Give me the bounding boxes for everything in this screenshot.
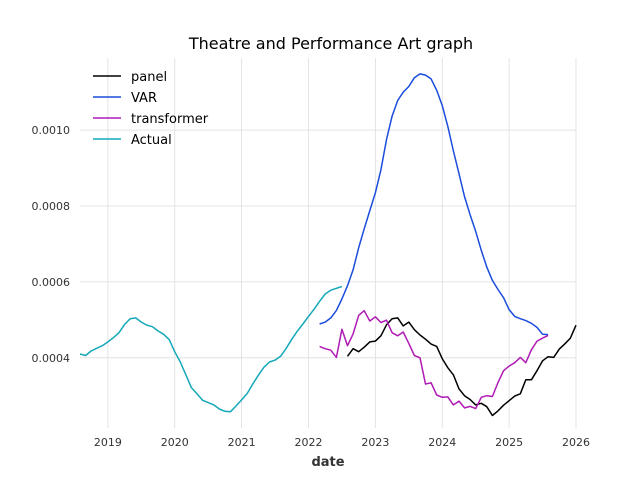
x-tick-label: 2020	[161, 436, 189, 449]
y-tick-label: 0.0004	[32, 352, 71, 365]
legend-label: VAR	[131, 91, 157, 106]
legend-label: Actual	[131, 133, 172, 148]
series-line-actual	[79, 285, 343, 413]
legend: panel VAR transformer Actual	[93, 70, 209, 148]
legend-label: panel	[131, 70, 167, 85]
x-tick-label: 2021	[228, 436, 256, 449]
series-line-var	[319, 73, 549, 336]
x-tick-label: 2025	[495, 436, 523, 449]
y-tick-label: 0.0010	[32, 124, 71, 137]
series-line-transformer	[319, 309, 549, 410]
x-tick-label: 2023	[361, 436, 389, 449]
y-tick-label: 0.0008	[32, 200, 71, 213]
x-tick-label: 2024	[428, 436, 456, 449]
x-tick-label: 2019	[94, 436, 122, 449]
x-axis-label: date	[311, 455, 344, 470]
x-tick-label: 2022	[294, 436, 322, 449]
legend-label: transformer	[131, 112, 209, 127]
y-axis-ticks: 0.0004 0.0006 0.0008 0.0010	[32, 124, 71, 365]
chart-title: Theatre and Performance Art graph	[188, 34, 473, 53]
series-line-panel	[346, 317, 577, 417]
x-axis-ticks: 2019 2020 2021 2022 2023 2024 2025 2026	[94, 436, 590, 449]
y-tick-label: 0.0006	[32, 276, 71, 289]
x-tick-label: 2026	[562, 436, 590, 449]
series-lines	[79, 73, 577, 417]
